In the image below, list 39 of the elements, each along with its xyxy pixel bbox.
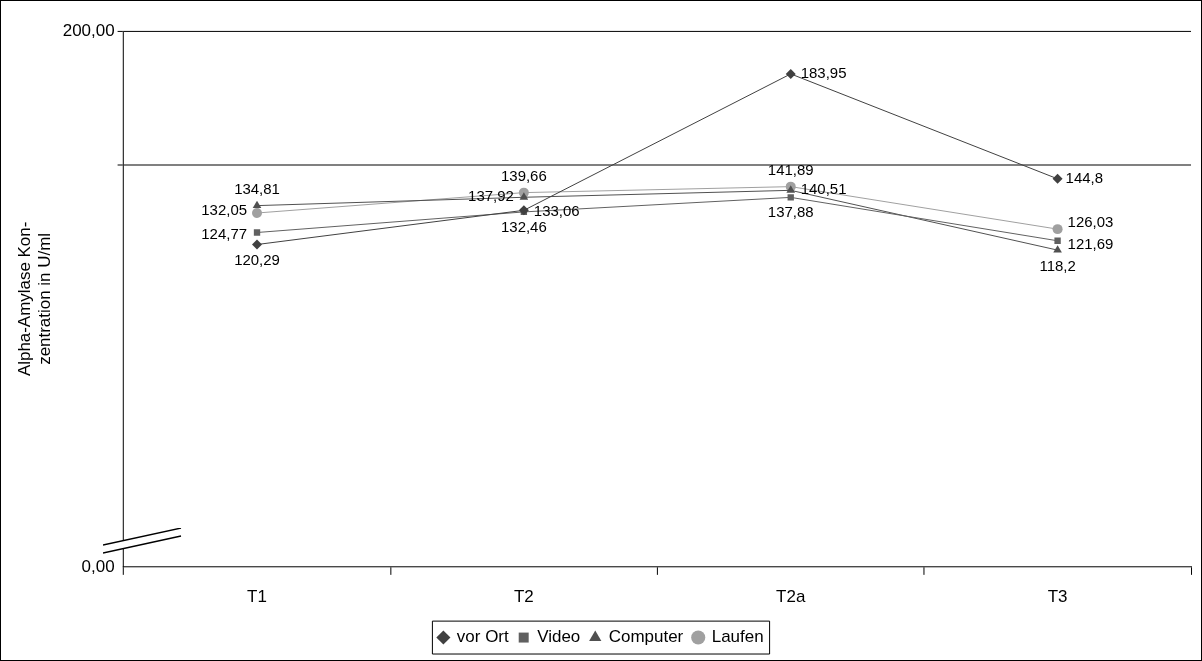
x-tick-label: T2 — [513, 586, 534, 606]
point — [519, 192, 529, 200]
data-label: 137,92 — [468, 187, 514, 205]
point — [785, 68, 796, 79]
y-tick-label: 0,00 — [81, 556, 115, 576]
data-label: 124,77 — [201, 224, 248, 242]
point — [252, 208, 263, 218]
y-axis-title: Alpha-Amylase Kon- zentration in U/ml — [14, 221, 55, 377]
point — [1052, 224, 1063, 235]
legend-label: Laufen — [711, 627, 764, 647]
data-label: 144,8 — [1065, 168, 1104, 186]
legend-label: Computer — [608, 627, 684, 647]
data-label: 133,06 — [533, 202, 580, 220]
point — [1054, 237, 1061, 244]
point — [1053, 245, 1062, 253]
data-label: 137,88 — [767, 203, 814, 221]
point — [253, 229, 261, 236]
data-label: 118,2 — [1039, 257, 1076, 275]
legend-label: Video — [537, 627, 581, 647]
data-label: 183,95 — [800, 64, 847, 82]
data-label: 132,05 — [201, 201, 248, 219]
x-tick-label: T3 — [1047, 586, 1068, 606]
point — [252, 239, 263, 250]
data-label: 126,03 — [1067, 213, 1114, 231]
data-label: 120,29 — [234, 250, 280, 268]
legend-label: vor Ort — [456, 627, 509, 647]
point — [787, 194, 794, 201]
data-label: 121,69 — [1067, 234, 1114, 252]
data-label: 134,81 — [234, 179, 280, 197]
data-label: 141,89 — [767, 160, 814, 178]
x-tick-label: T1 — [247, 586, 267, 606]
point — [786, 185, 796, 193]
data-label: 140,51 — [800, 180, 847, 198]
data-label: 132,46 — [500, 218, 547, 235]
point — [1052, 173, 1063, 184]
y-tick-label: 200,00 — [62, 20, 115, 40]
point — [252, 200, 262, 209]
data-label: 139,66 — [500, 166, 547, 184]
x-tick-label: T2a — [776, 586, 806, 606]
